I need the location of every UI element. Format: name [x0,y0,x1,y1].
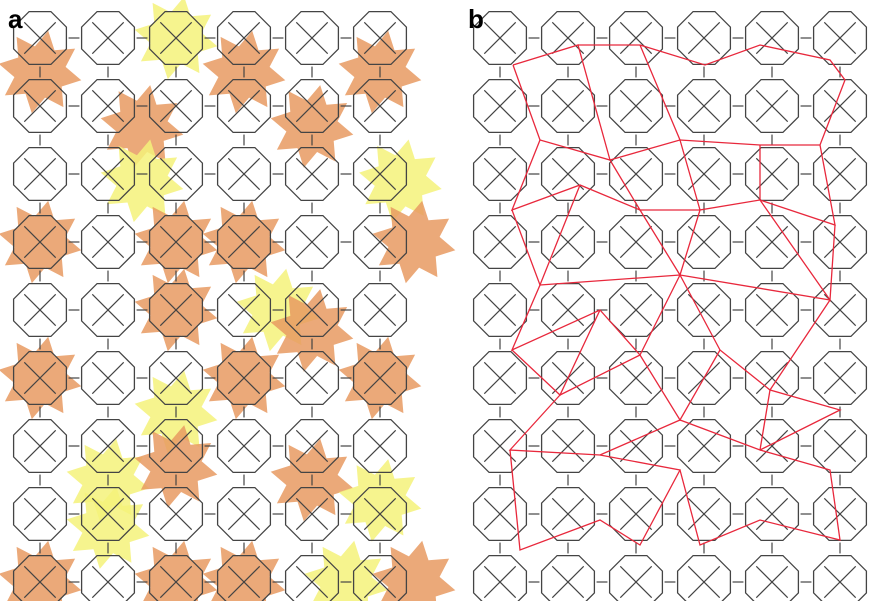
red-line [760,145,835,300]
panel-label: a [8,4,23,34]
octagon [814,556,867,601]
colored-star [373,541,456,601]
red-line [560,350,720,420]
colored-star [339,459,422,542]
colored-star [305,541,388,601]
colored-star [373,201,456,284]
figure: a b [0,0,888,601]
octagon [678,556,731,601]
colored-star [135,425,218,508]
colored-star [101,140,184,223]
red-line [640,140,760,275]
panel-b [474,12,867,601]
panel-a [0,0,455,601]
colored-star [271,85,354,168]
colored-star [359,140,442,223]
octagon [82,556,135,601]
octagon [610,556,663,601]
red-line [513,45,610,160]
red-line [578,45,680,160]
colored-star [0,541,81,601]
red-line [680,450,840,545]
octagon [746,556,799,601]
panel-label: b [468,4,484,34]
octagon [542,556,595,601]
colored-star [0,31,81,114]
red-line [510,450,680,550]
octagon [474,556,527,601]
red-line [510,390,840,455]
